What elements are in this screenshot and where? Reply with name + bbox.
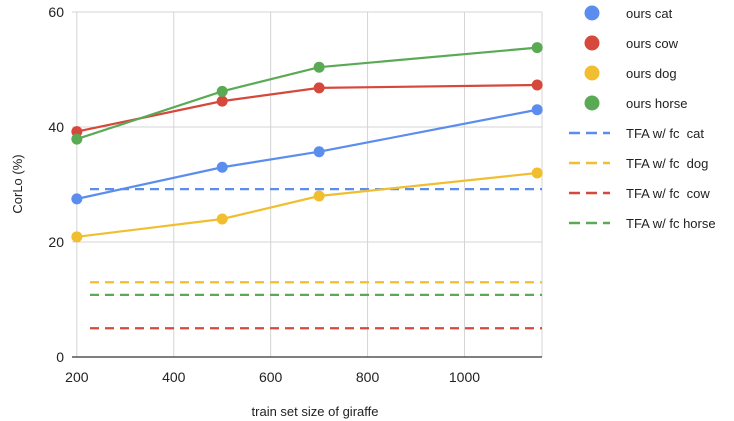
baseline-lines <box>90 188 542 330</box>
data-point <box>313 61 325 73</box>
data-point <box>71 193 83 205</box>
data-point <box>313 146 325 158</box>
x-tick-label: 200 <box>65 369 89 385</box>
legend-label: ours horse <box>626 96 687 111</box>
data-point <box>71 133 83 145</box>
legend-marker <box>584 65 600 81</box>
x-axis-ticks: 200 400 600 800 1000 <box>65 369 480 385</box>
data-point <box>216 161 228 173</box>
data-points <box>71 42 543 243</box>
legend-label: TFA w/ fc horse <box>626 216 716 231</box>
series-line <box>76 46 538 141</box>
data-point <box>313 82 325 94</box>
x-tick-label: 800 <box>356 369 380 385</box>
legend-marker <box>584 5 600 21</box>
data-point <box>313 190 325 202</box>
x-tick-label: 600 <box>259 369 283 385</box>
legend-label: TFA w/ fc cow <box>626 186 710 201</box>
y-tick-label: 20 <box>48 234 64 250</box>
legend: ours cat ours cow ours dog ours horse TFA w/… <box>569 5 716 231</box>
data-point <box>531 167 543 179</box>
y-axis-title: CorLo (%) <box>10 154 25 213</box>
x-tick-label: 1000 <box>449 369 480 385</box>
series-line <box>76 83 538 133</box>
legend-marker <box>584 35 600 51</box>
x-axis-title: train set size of giraffe <box>252 404 379 419</box>
legend-label: TFA w/ fc cat <box>626 126 704 141</box>
legend-label: ours dog <box>626 66 677 81</box>
data-point <box>531 79 543 91</box>
y-tick-label: 40 <box>48 119 64 135</box>
legend-marker <box>584 95 600 111</box>
y-axis-ticks: 0 20 40 60 <box>48 4 64 365</box>
series-line <box>76 108 538 200</box>
legend-label: ours cow <box>626 36 679 51</box>
series-lines <box>76 46 538 238</box>
x-tick-label: 400 <box>162 369 186 385</box>
data-point <box>216 95 228 107</box>
data-point <box>531 104 543 116</box>
data-point <box>71 231 83 243</box>
data-point <box>216 213 228 225</box>
series-line <box>76 171 538 238</box>
y-tick-label: 60 <box>48 4 64 20</box>
data-point <box>531 42 543 54</box>
y-tick-label: 0 <box>56 349 64 365</box>
legend-label: ours cat <box>626 6 673 21</box>
legend-label: TFA w/ fc dog <box>626 156 708 171</box>
grid <box>72 11 543 357</box>
data-point <box>216 85 228 97</box>
